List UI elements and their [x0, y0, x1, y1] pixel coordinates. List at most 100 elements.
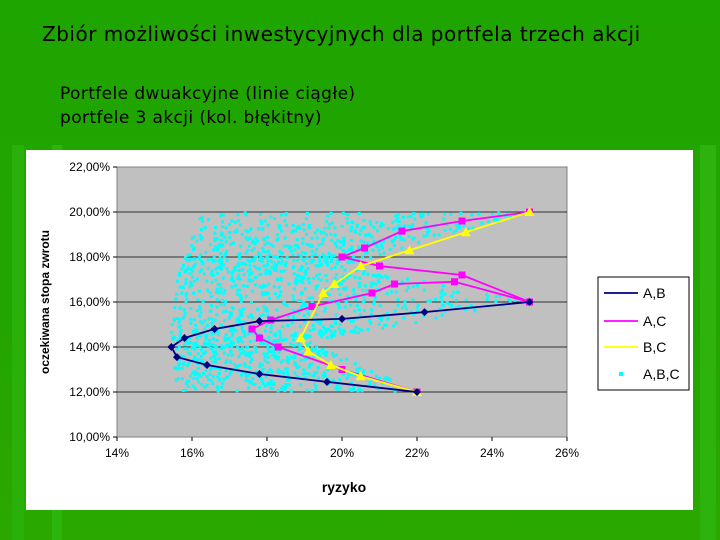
abc-point: [457, 223, 461, 227]
abc-point: [248, 340, 252, 344]
abc-point: [236, 317, 240, 321]
abc-point: [279, 270, 283, 274]
abc-point: [211, 360, 215, 364]
abc-point: [214, 226, 218, 230]
abc-point: [192, 265, 196, 269]
abc-point: [183, 256, 187, 260]
abc-point: [301, 333, 305, 337]
abc-point: [237, 219, 241, 223]
abc-point: [278, 335, 282, 339]
abc-point: [209, 272, 213, 276]
abc-point: [257, 251, 261, 255]
abc-point: [279, 213, 283, 217]
abc-point: [231, 325, 235, 329]
abc-point: [348, 373, 352, 377]
abc-point: [335, 353, 339, 357]
abc-point: [178, 333, 182, 337]
abc-point: [366, 272, 370, 276]
abc-point: [351, 386, 355, 390]
abc-point: [208, 372, 212, 376]
abc-point: [312, 382, 316, 386]
abc-point: [259, 255, 263, 259]
abc-point: [287, 378, 291, 382]
abc-point: [245, 284, 249, 288]
abc-point: [302, 314, 306, 318]
abc-point: [196, 362, 200, 366]
abc-point: [184, 293, 188, 297]
abc-point: [434, 297, 438, 301]
abc-point: [403, 224, 407, 228]
abc-point: [223, 336, 227, 340]
abc-point: [230, 345, 234, 349]
abc-point: [209, 295, 213, 299]
abc-point: [258, 258, 262, 262]
abc-point: [183, 343, 187, 347]
abc-point: [349, 229, 353, 233]
abc-point: [338, 246, 342, 250]
abc-point: [316, 264, 320, 268]
abc-point: [333, 226, 337, 230]
abc-point: [192, 358, 196, 362]
abc-point: [191, 384, 195, 388]
abc-point: [318, 258, 322, 262]
abc-point: [285, 370, 289, 374]
abc-point: [373, 296, 377, 300]
abc-point: [438, 307, 442, 311]
abc-point: [303, 271, 307, 275]
abc-point: [189, 280, 193, 284]
abc-point: [399, 236, 403, 240]
abc-point: [354, 298, 358, 302]
abc-point: [203, 343, 207, 347]
abc-point: [243, 332, 247, 336]
abc-point: [208, 368, 212, 372]
abc-point: [268, 272, 272, 276]
abc-point: [196, 366, 200, 370]
abc-point: [284, 261, 288, 265]
abc-point: [219, 302, 223, 306]
abc-point: [274, 356, 278, 360]
abc-point: [477, 212, 481, 216]
abc-point: [338, 282, 342, 286]
abc-point: [213, 231, 217, 235]
abc-point: [198, 345, 202, 349]
abc-point: [215, 338, 219, 342]
abc-point: [275, 308, 279, 312]
abc-point: [293, 244, 297, 248]
abc-point: [248, 263, 252, 267]
abc-point: [177, 321, 181, 325]
abc-point: [177, 345, 181, 349]
abc-point: [184, 382, 188, 386]
abc-point: [313, 252, 317, 256]
abc-point: [261, 367, 265, 371]
abc-point: [349, 320, 353, 324]
abc-point: [231, 341, 235, 345]
abc-point: [174, 297, 178, 301]
ac-marker: [458, 217, 466, 225]
abc-point: [318, 260, 322, 264]
ac-marker: [376, 262, 383, 270]
abc-point: [272, 350, 276, 354]
abc-point: [347, 248, 351, 252]
abc-point: [194, 372, 198, 376]
series-ABC-points: [170, 211, 527, 393]
abc-point: [285, 223, 289, 227]
abc-point: [276, 389, 280, 393]
abc-point: [226, 375, 230, 379]
abc-point: [236, 213, 240, 217]
abc-point: [297, 311, 301, 315]
abc-point: [319, 278, 323, 282]
bc-marker: [404, 245, 415, 255]
abc-point: [311, 323, 315, 327]
abc-point: [228, 314, 232, 318]
abc-point: [218, 282, 222, 286]
abc-point: [241, 284, 245, 288]
abc-point: [207, 377, 211, 381]
abc-point: [369, 312, 373, 316]
abc-point: [221, 310, 225, 314]
abc-point: [325, 350, 329, 354]
abc-point: [392, 324, 396, 328]
abc-point: [334, 313, 338, 317]
legend-label: B,C: [643, 339, 666, 355]
abc-point: [311, 244, 315, 248]
abc-point: [310, 301, 314, 305]
